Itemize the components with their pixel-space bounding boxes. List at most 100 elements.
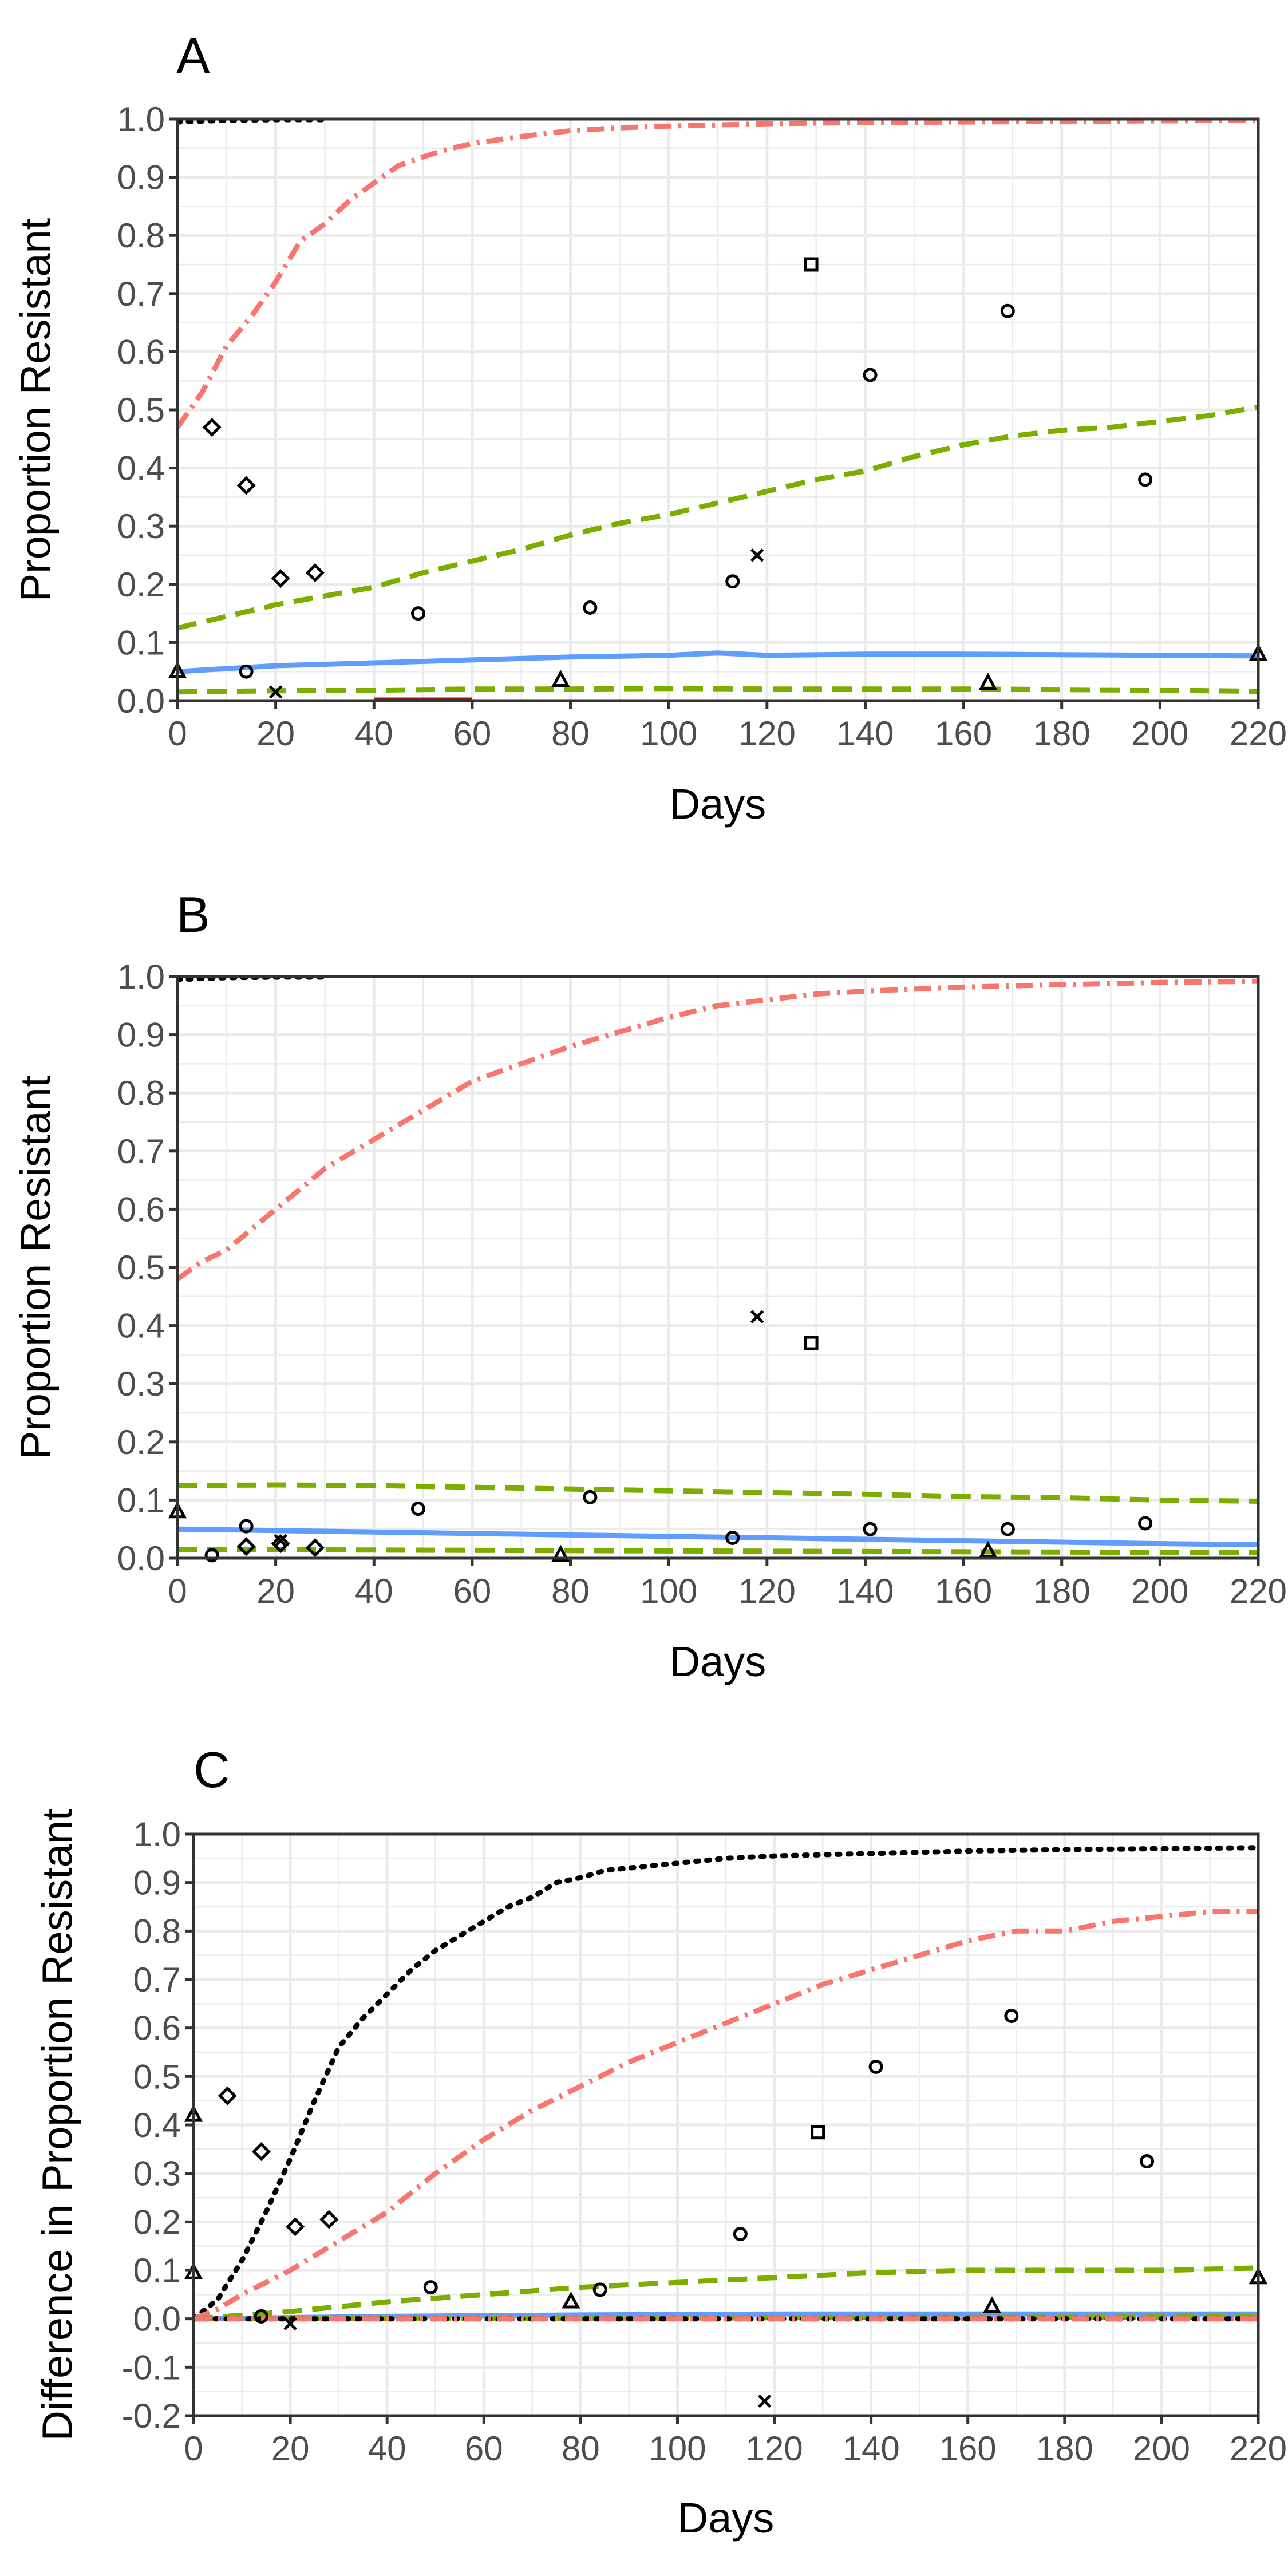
y-tick-label: 0.2 xyxy=(117,566,165,604)
x-axis-title: Days xyxy=(678,2494,775,2542)
point-circle xyxy=(1140,2154,1155,2168)
x-tick-label: 20 xyxy=(256,714,295,753)
point-triangle xyxy=(978,673,998,690)
y-tick-label: 0.4 xyxy=(133,2106,181,2144)
y-tick-label: 0.8 xyxy=(117,1074,165,1112)
point-circle xyxy=(863,1522,878,1536)
x-tick-label: 200 xyxy=(1131,714,1188,753)
y-tick-label: 1.0 xyxy=(117,958,165,996)
x-tick-label: 200 xyxy=(1131,1572,1188,1610)
point-circle xyxy=(725,574,740,589)
x-tick-label: 60 xyxy=(453,714,492,753)
y-tick-label: 0.6 xyxy=(133,2009,181,2048)
y-tick-label: 0.6 xyxy=(117,333,165,371)
point-cross xyxy=(283,2317,297,2330)
y-tick-label: 0.3 xyxy=(133,2155,181,2193)
x-tick-label: 100 xyxy=(640,1572,697,1610)
y-tick-label: -0.1 xyxy=(122,2348,181,2387)
point-cross xyxy=(750,1310,764,1324)
point-diamond xyxy=(271,569,290,588)
grid-lines xyxy=(176,975,1260,1560)
x-tick-label: 160 xyxy=(935,1572,992,1610)
point-circle xyxy=(868,2059,883,2074)
point-cross xyxy=(757,2394,772,2408)
series-group xyxy=(193,1845,1258,2322)
x-tick-label: 120 xyxy=(738,1572,796,1610)
point-square xyxy=(811,2125,825,2140)
x-tick-label: 120 xyxy=(745,2429,803,2468)
y-tick-label: 0.2 xyxy=(133,2203,181,2241)
y-tick-label: 0.1 xyxy=(133,2251,181,2290)
y-tick-label: 1.0 xyxy=(117,100,165,139)
point-diamond xyxy=(236,476,256,495)
point-cross xyxy=(274,1534,287,1548)
y-tick-label: 0.9 xyxy=(117,159,165,197)
series-line-4 xyxy=(177,1526,1258,1548)
point-circle xyxy=(423,2280,438,2295)
x-tick-label: 0 xyxy=(184,2429,203,2468)
y-tick-label: 0.6 xyxy=(117,1190,165,1228)
point-circle xyxy=(863,368,878,382)
y-tick-label: 0.3 xyxy=(117,507,165,546)
y-axis: 0.0 0.1 0.2 0.3 0.4 0.5 0.6 0.7 0.8 0.9 1.0 xyxy=(117,958,177,1578)
point-circle xyxy=(1138,1516,1153,1531)
data-points xyxy=(168,1310,1153,1563)
y-tick-label: 0.1 xyxy=(117,1481,165,1519)
y-axis: 0.0 0.1 0.2 0.3 0.4 0.5 0.6 0.7 0.8 0.9 1.0 xyxy=(117,100,177,720)
point-circle xyxy=(239,1519,254,1534)
panel-b: B 0 20 40 60 80 100 120 140 160 180 200 220 0.0 0.1 0.2… xyxy=(12,886,1287,1685)
x-tick-label: 140 xyxy=(836,1572,894,1610)
x-tick-label: 100 xyxy=(640,714,697,753)
series-line-2 xyxy=(177,119,1258,429)
point-diamond xyxy=(271,1534,290,1554)
point-circle xyxy=(1004,2009,1019,2023)
point-triangle xyxy=(562,2291,580,2309)
point-square xyxy=(804,1336,819,1350)
point-diamond xyxy=(305,1538,325,1558)
y-tick-label: 0.7 xyxy=(117,275,165,313)
x-tick-label: 180 xyxy=(1033,1572,1091,1610)
x-tick-label: 20 xyxy=(256,1572,295,1610)
series-line-2 xyxy=(177,978,1258,1281)
point-circle xyxy=(411,606,426,621)
point-circle xyxy=(583,1490,598,1504)
point-square xyxy=(804,257,819,272)
x-tick-label: 180 xyxy=(1036,2429,1093,2468)
x-tick-label: 140 xyxy=(836,714,894,753)
point-triangle xyxy=(551,670,570,687)
point-cross xyxy=(750,548,764,562)
series-line-2 xyxy=(193,1909,1258,2321)
panel-letter: C xyxy=(193,1741,230,1798)
y-tick-label: 0.0 xyxy=(133,2300,181,2338)
x-tick-label: 40 xyxy=(355,1572,393,1610)
x-tick-label: 0 xyxy=(168,1572,187,1610)
y-tick-label: 0.5 xyxy=(117,391,165,429)
x-tick-label: 220 xyxy=(1230,1572,1287,1610)
panel-c: C0 20 40 60 80 100 120 140 160 180 200 220-0.2-0.10… xyxy=(34,1741,1287,2542)
y-axis-title: Proportion Resistant xyxy=(12,1075,60,1459)
point-circle xyxy=(411,1502,426,1516)
x-tick-label: 100 xyxy=(649,2429,706,2468)
x-tick-label: 140 xyxy=(843,2429,900,2468)
series-line-3 xyxy=(177,404,1258,631)
point-diamond xyxy=(286,2217,305,2237)
point-diamond xyxy=(202,417,222,437)
series-group xyxy=(177,119,1258,701)
y-tick-label: 0.7 xyxy=(117,1132,165,1171)
point-circle xyxy=(725,1530,740,1545)
x-tick-label: 0 xyxy=(168,714,187,753)
y-axis: -0.2 -0.1 0.0 0.1 0.2 0.3 0.4 0.5 0.6 0.7 0.8 0.9 1.… xyxy=(122,1815,193,2435)
series-line-5 xyxy=(177,686,1258,695)
panel-letter: B xyxy=(176,886,210,943)
y-tick-label: 0.0 xyxy=(117,1539,165,1578)
y-tick-label: 0.9 xyxy=(133,1864,181,1902)
point-circle xyxy=(204,1548,219,1563)
point-circle xyxy=(1000,1522,1015,1536)
x-axis: 0 20 40 60 80 100 120 140 160 180 200 220 xyxy=(184,2416,1287,2468)
x-tick-label: 200 xyxy=(1133,2429,1190,2468)
y-tick-label: 0.7 xyxy=(133,1961,181,1999)
point-diamond xyxy=(305,563,325,583)
y-tick-label: 0.9 xyxy=(117,1016,165,1054)
y-tick-label: -0.2 xyxy=(122,2397,181,2435)
